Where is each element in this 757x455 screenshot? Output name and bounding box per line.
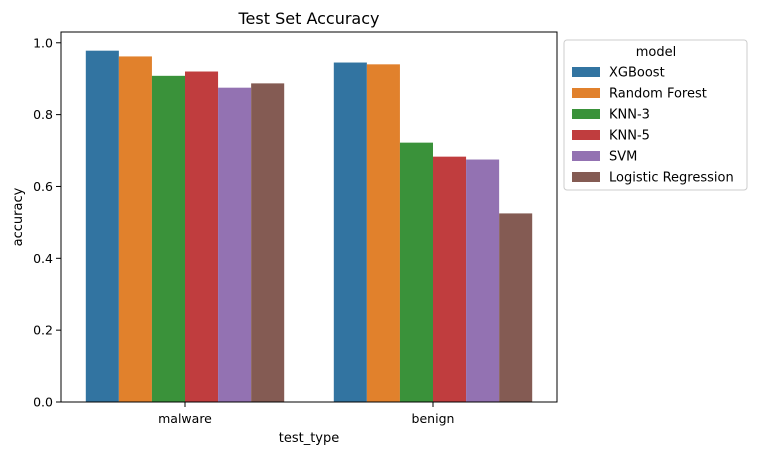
legend: model XGBoost Random Forest KNN-3 KNN-5 SVM L… [563,39,748,191]
legend-label: XGBoost [609,66,665,81]
bar [466,159,500,402]
legend-label: Random Forest [609,87,707,102]
legend-label: Logistic Regression [609,171,734,186]
y-axis: 0.0 0.2 0.4 0.6 0.8 1.0 [33,35,61,410]
y-tick-label: 0.2 [33,323,53,338]
legend-title: model [636,45,676,60]
bar [151,75,185,402]
x-tick-label: benign [412,411,455,426]
plot-frame [60,31,558,403]
bar [433,156,467,402]
y-tick-label: 0.4 [33,251,53,266]
chart-title: Test Set Accuracy [238,9,380,28]
legend-label: KNN-5 [609,129,650,144]
bar [399,142,433,402]
legend-label: SVM [609,150,637,165]
legend-swatch [572,88,600,98]
x-axis: malware benign [158,402,454,426]
bar [85,50,119,402]
bar [185,71,219,403]
legend-frame [563,39,748,191]
y-axis-label: accuracy [11,187,26,246]
bar [251,83,285,403]
legend-swatch [572,151,600,161]
y-tick-label: 0.0 [33,395,53,410]
bar [333,62,367,402]
legend-label: KNN-3 [609,108,650,123]
bar [499,213,533,402]
bar [118,56,152,402]
bar [366,64,400,403]
legend-swatch [572,130,600,140]
bar [218,87,252,402]
x-axis-label: test_type [279,431,340,446]
bars [85,50,533,403]
y-tick-label: 0.6 [33,179,53,194]
y-tick-label: 0.8 [33,107,53,122]
legend-swatch [572,67,600,77]
x-tick-label: malware [158,411,212,426]
y-tick-label: 1.0 [33,35,53,50]
legend-swatch [572,109,600,119]
legend-swatch [572,172,600,182]
